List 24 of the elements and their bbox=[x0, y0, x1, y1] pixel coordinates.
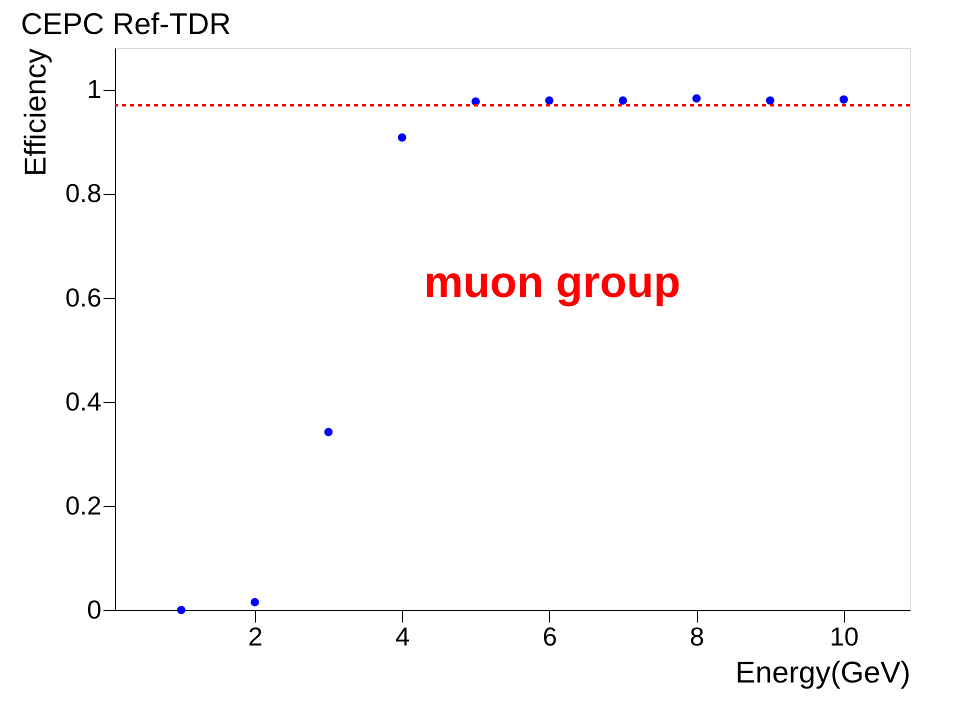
y-axis-title: Efficiency bbox=[19, 48, 52, 176]
y-tick-label: 0 bbox=[87, 594, 102, 624]
x-tick-label: 10 bbox=[830, 622, 859, 652]
x-axis-title: Energy(GeV) bbox=[735, 656, 910, 690]
chart-title: CEPC Ref-TDR bbox=[20, 8, 231, 41]
y-tick-label: 0.2 bbox=[65, 490, 102, 520]
point bbox=[618, 96, 628, 105]
point bbox=[250, 598, 260, 606]
y-tick-label: 1 bbox=[87, 74, 102, 104]
point bbox=[177, 606, 186, 614]
x-tick-label: 2 bbox=[248, 622, 263, 652]
x-tick-label: 6 bbox=[542, 622, 558, 652]
x-tick-label: 8 bbox=[690, 622, 704, 652]
annotation: muon group bbox=[424, 258, 681, 308]
point bbox=[545, 96, 554, 105]
y-tick-label: 0.6 bbox=[65, 282, 102, 312]
y-tick-label: 0.4 bbox=[65, 386, 102, 416]
point bbox=[324, 428, 333, 436]
point bbox=[692, 94, 701, 103]
y-tick-label: 0.8 bbox=[65, 178, 102, 208]
point bbox=[766, 96, 774, 105]
x-tick-label: 4 bbox=[395, 622, 410, 652]
point bbox=[840, 95, 848, 104]
point bbox=[398, 133, 406, 142]
